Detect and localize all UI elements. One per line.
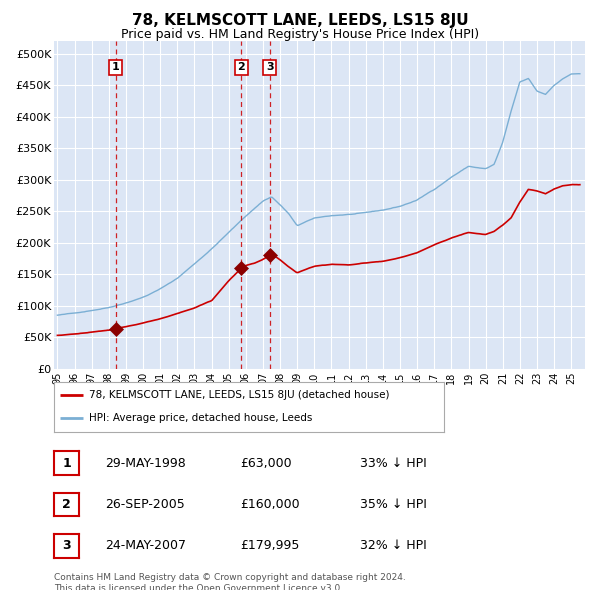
Text: Contains HM Land Registry data © Crown copyright and database right 2024.
This d: Contains HM Land Registry data © Crown c… xyxy=(54,573,406,590)
Text: 1: 1 xyxy=(62,457,71,470)
Text: 78, KELMSCOTT LANE, LEEDS, LS15 8JU: 78, KELMSCOTT LANE, LEEDS, LS15 8JU xyxy=(131,13,469,28)
Text: 78, KELMSCOTT LANE, LEEDS, LS15 8JU (detached house): 78, KELMSCOTT LANE, LEEDS, LS15 8JU (det… xyxy=(89,390,389,400)
Text: £63,000: £63,000 xyxy=(240,457,292,470)
Text: 33% ↓ HPI: 33% ↓ HPI xyxy=(360,457,427,470)
Text: £160,000: £160,000 xyxy=(240,498,299,511)
Text: 26-SEP-2005: 26-SEP-2005 xyxy=(105,498,185,511)
Text: 3: 3 xyxy=(266,63,274,73)
Text: 29-MAY-1998: 29-MAY-1998 xyxy=(105,457,186,470)
Text: 2: 2 xyxy=(238,63,245,73)
Text: 32% ↓ HPI: 32% ↓ HPI xyxy=(360,539,427,552)
Text: £179,995: £179,995 xyxy=(240,539,299,552)
Text: 3: 3 xyxy=(62,539,71,552)
Text: 24-MAY-2007: 24-MAY-2007 xyxy=(105,539,186,552)
Text: 1: 1 xyxy=(112,63,120,73)
Text: 35% ↓ HPI: 35% ↓ HPI xyxy=(360,498,427,511)
Text: Price paid vs. HM Land Registry's House Price Index (HPI): Price paid vs. HM Land Registry's House … xyxy=(121,28,479,41)
Text: HPI: Average price, detached house, Leeds: HPI: Average price, detached house, Leed… xyxy=(89,414,313,424)
Text: 2: 2 xyxy=(62,498,71,511)
